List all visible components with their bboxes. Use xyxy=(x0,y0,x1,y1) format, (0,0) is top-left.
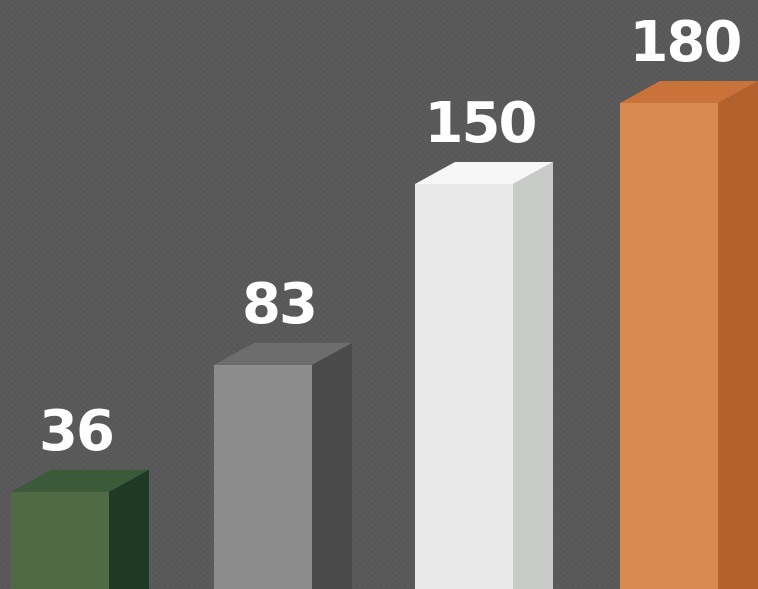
bar-3-value-label: 150 xyxy=(425,91,536,156)
bar-4-side xyxy=(718,81,758,589)
bar-1-front xyxy=(11,491,109,589)
bar-1 xyxy=(11,469,149,589)
bar-2-side xyxy=(312,342,352,589)
bar-4-top xyxy=(620,81,758,103)
bar-1-top xyxy=(11,469,149,492)
labels-layer: 36 83 150 180 xyxy=(39,10,742,464)
bar-4-value-label: 180 xyxy=(630,10,741,75)
bar-2-value-label: 83 xyxy=(242,272,316,337)
bar-3-top xyxy=(415,162,553,184)
bar-2 xyxy=(214,342,352,589)
bar-3 xyxy=(415,162,553,589)
bar-1-value-label: 36 xyxy=(39,399,113,464)
bar-4-front xyxy=(620,103,718,589)
bar-3-side xyxy=(513,162,553,589)
bar-3-front xyxy=(415,184,513,589)
bar-2-front xyxy=(214,364,312,589)
bar-4 xyxy=(620,81,758,589)
bar-1-side xyxy=(109,469,149,589)
bars-layer xyxy=(11,81,758,589)
bar-2-top xyxy=(214,342,352,365)
